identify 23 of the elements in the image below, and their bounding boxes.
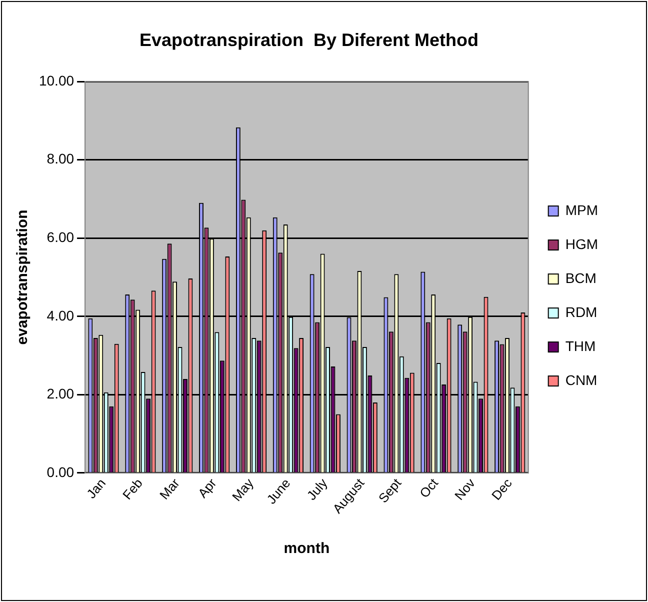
y-axis-title: evapotranspiration xyxy=(14,210,32,345)
x-tick-label: Feb xyxy=(120,476,146,502)
x-tick-label: July xyxy=(304,475,331,503)
y-tick-label: 0.00 xyxy=(46,464,74,480)
y-tick-label: 6.00 xyxy=(46,229,74,246)
legend-label: THM xyxy=(565,338,596,354)
y-tick-label: 4.00 xyxy=(46,307,74,324)
x-tick-label: Oct xyxy=(416,475,442,501)
x-axis-title: month xyxy=(284,540,330,558)
x-tick-label: Mar xyxy=(156,475,183,502)
x-tick-label: Jan xyxy=(84,476,109,502)
legend-label: MPM xyxy=(565,202,598,218)
legend-label: HGM xyxy=(565,236,598,252)
legend-label: RDM xyxy=(565,304,598,320)
chart-title: Evapotranspiration By Diferent Method xyxy=(139,30,479,50)
legend-label: CNM xyxy=(565,372,598,388)
y-tick-label: 2.00 xyxy=(46,386,74,402)
x-tick-label: Nov xyxy=(452,475,478,503)
x-tick-label: Dec xyxy=(488,475,516,503)
y-tick-label: 10.00 xyxy=(38,72,74,88)
y-tick-label: 8.00 xyxy=(46,150,74,167)
x-tick-label: Apr xyxy=(194,475,220,501)
legend-label: BCM xyxy=(565,270,596,286)
